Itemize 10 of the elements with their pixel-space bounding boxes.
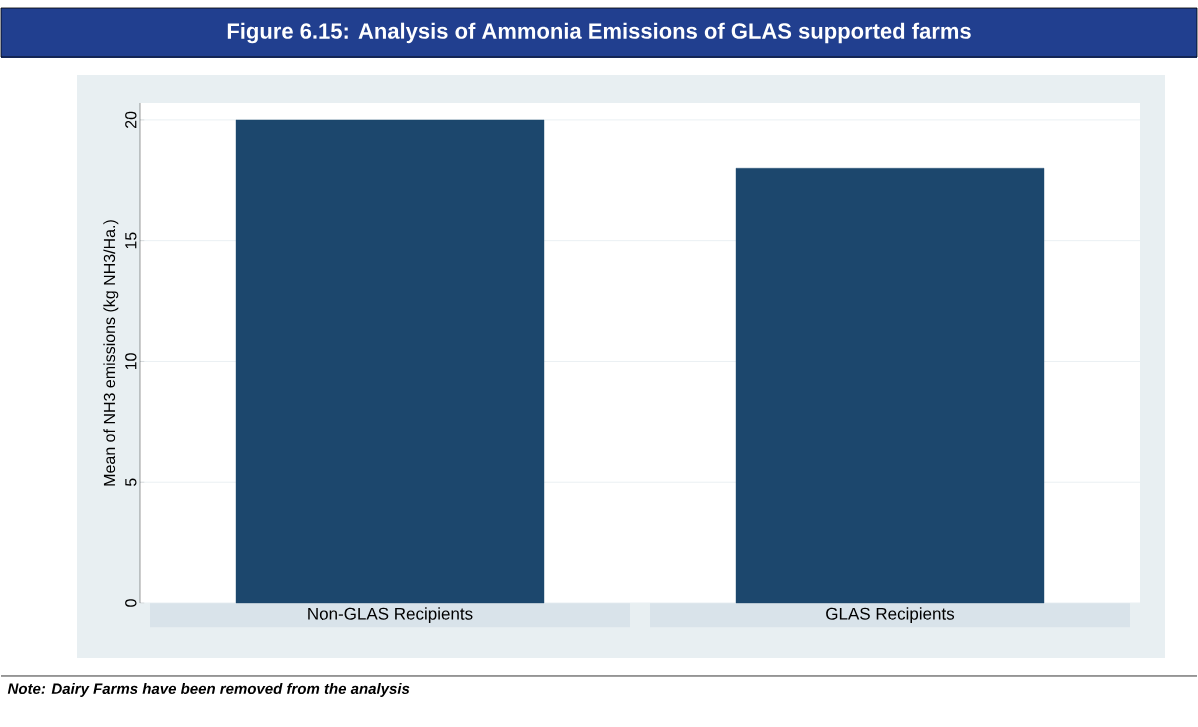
y-tick-label: 15 <box>125 232 137 249</box>
y-axis-title: Mean of NH3 emissions (kg NH3/Ha.) <box>103 220 119 486</box>
chart-title: Figure 6.15: Analysis of Ammonia Emissions of GLAS supported farms <box>227 22 971 44</box>
y-tick-label: 5 <box>125 478 137 487</box>
x-tick-label: GLAS Recipients <box>826 607 955 624</box>
x-tick-label: Non-GLAS Recipients <box>308 607 473 624</box>
y-tick-label: 0 <box>125 599 137 607</box>
y-tick-label: 10 <box>125 353 137 370</box>
y-tick-label: 20 <box>125 111 137 128</box>
text: Note: Dairy Farms have been removed from the analysis <box>7 682 410 697</box>
